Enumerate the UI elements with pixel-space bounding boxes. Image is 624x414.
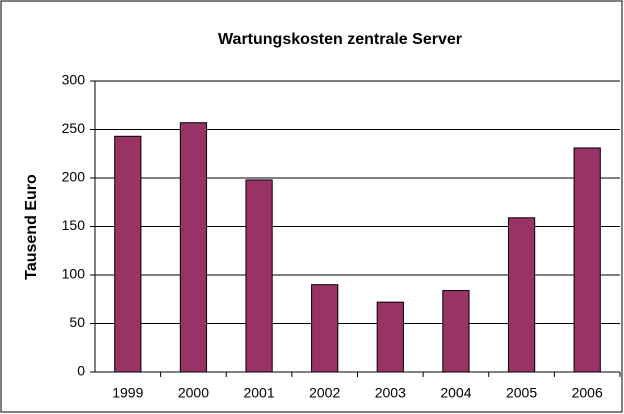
y-tick-label: 100: [62, 266, 86, 282]
x-tick-label: 2001: [243, 385, 274, 401]
bar: [442, 290, 470, 373]
x-tick-label: 2003: [375, 385, 406, 401]
y-tick-label: 300: [62, 72, 86, 88]
x-tick-label: 2004: [440, 385, 471, 401]
bar: [179, 122, 208, 373]
x-tick-label: 2006: [572, 385, 603, 401]
chart-title: Wartungskosten zentrale Server: [218, 31, 462, 48]
x-tick-label: 1999: [112, 385, 143, 401]
bar: [245, 179, 273, 373]
y-tick-label: 250: [62, 120, 86, 136]
y-axis-label: Tausend Euro: [23, 174, 40, 280]
x-tick-label: 2005: [506, 385, 537, 401]
x-tick-label: 2002: [309, 385, 340, 401]
x-tick-label: 2000: [178, 385, 209, 401]
bar: [376, 301, 404, 373]
y-tick-label: 0: [77, 363, 85, 379]
bar: [311, 284, 339, 373]
bar: [507, 217, 536, 373]
bar: [114, 135, 142, 373]
y-tick-label: 50: [69, 314, 85, 330]
bar: [573, 147, 601, 373]
y-tick-label: 150: [62, 217, 86, 233]
y-tick-label: 200: [62, 169, 86, 185]
